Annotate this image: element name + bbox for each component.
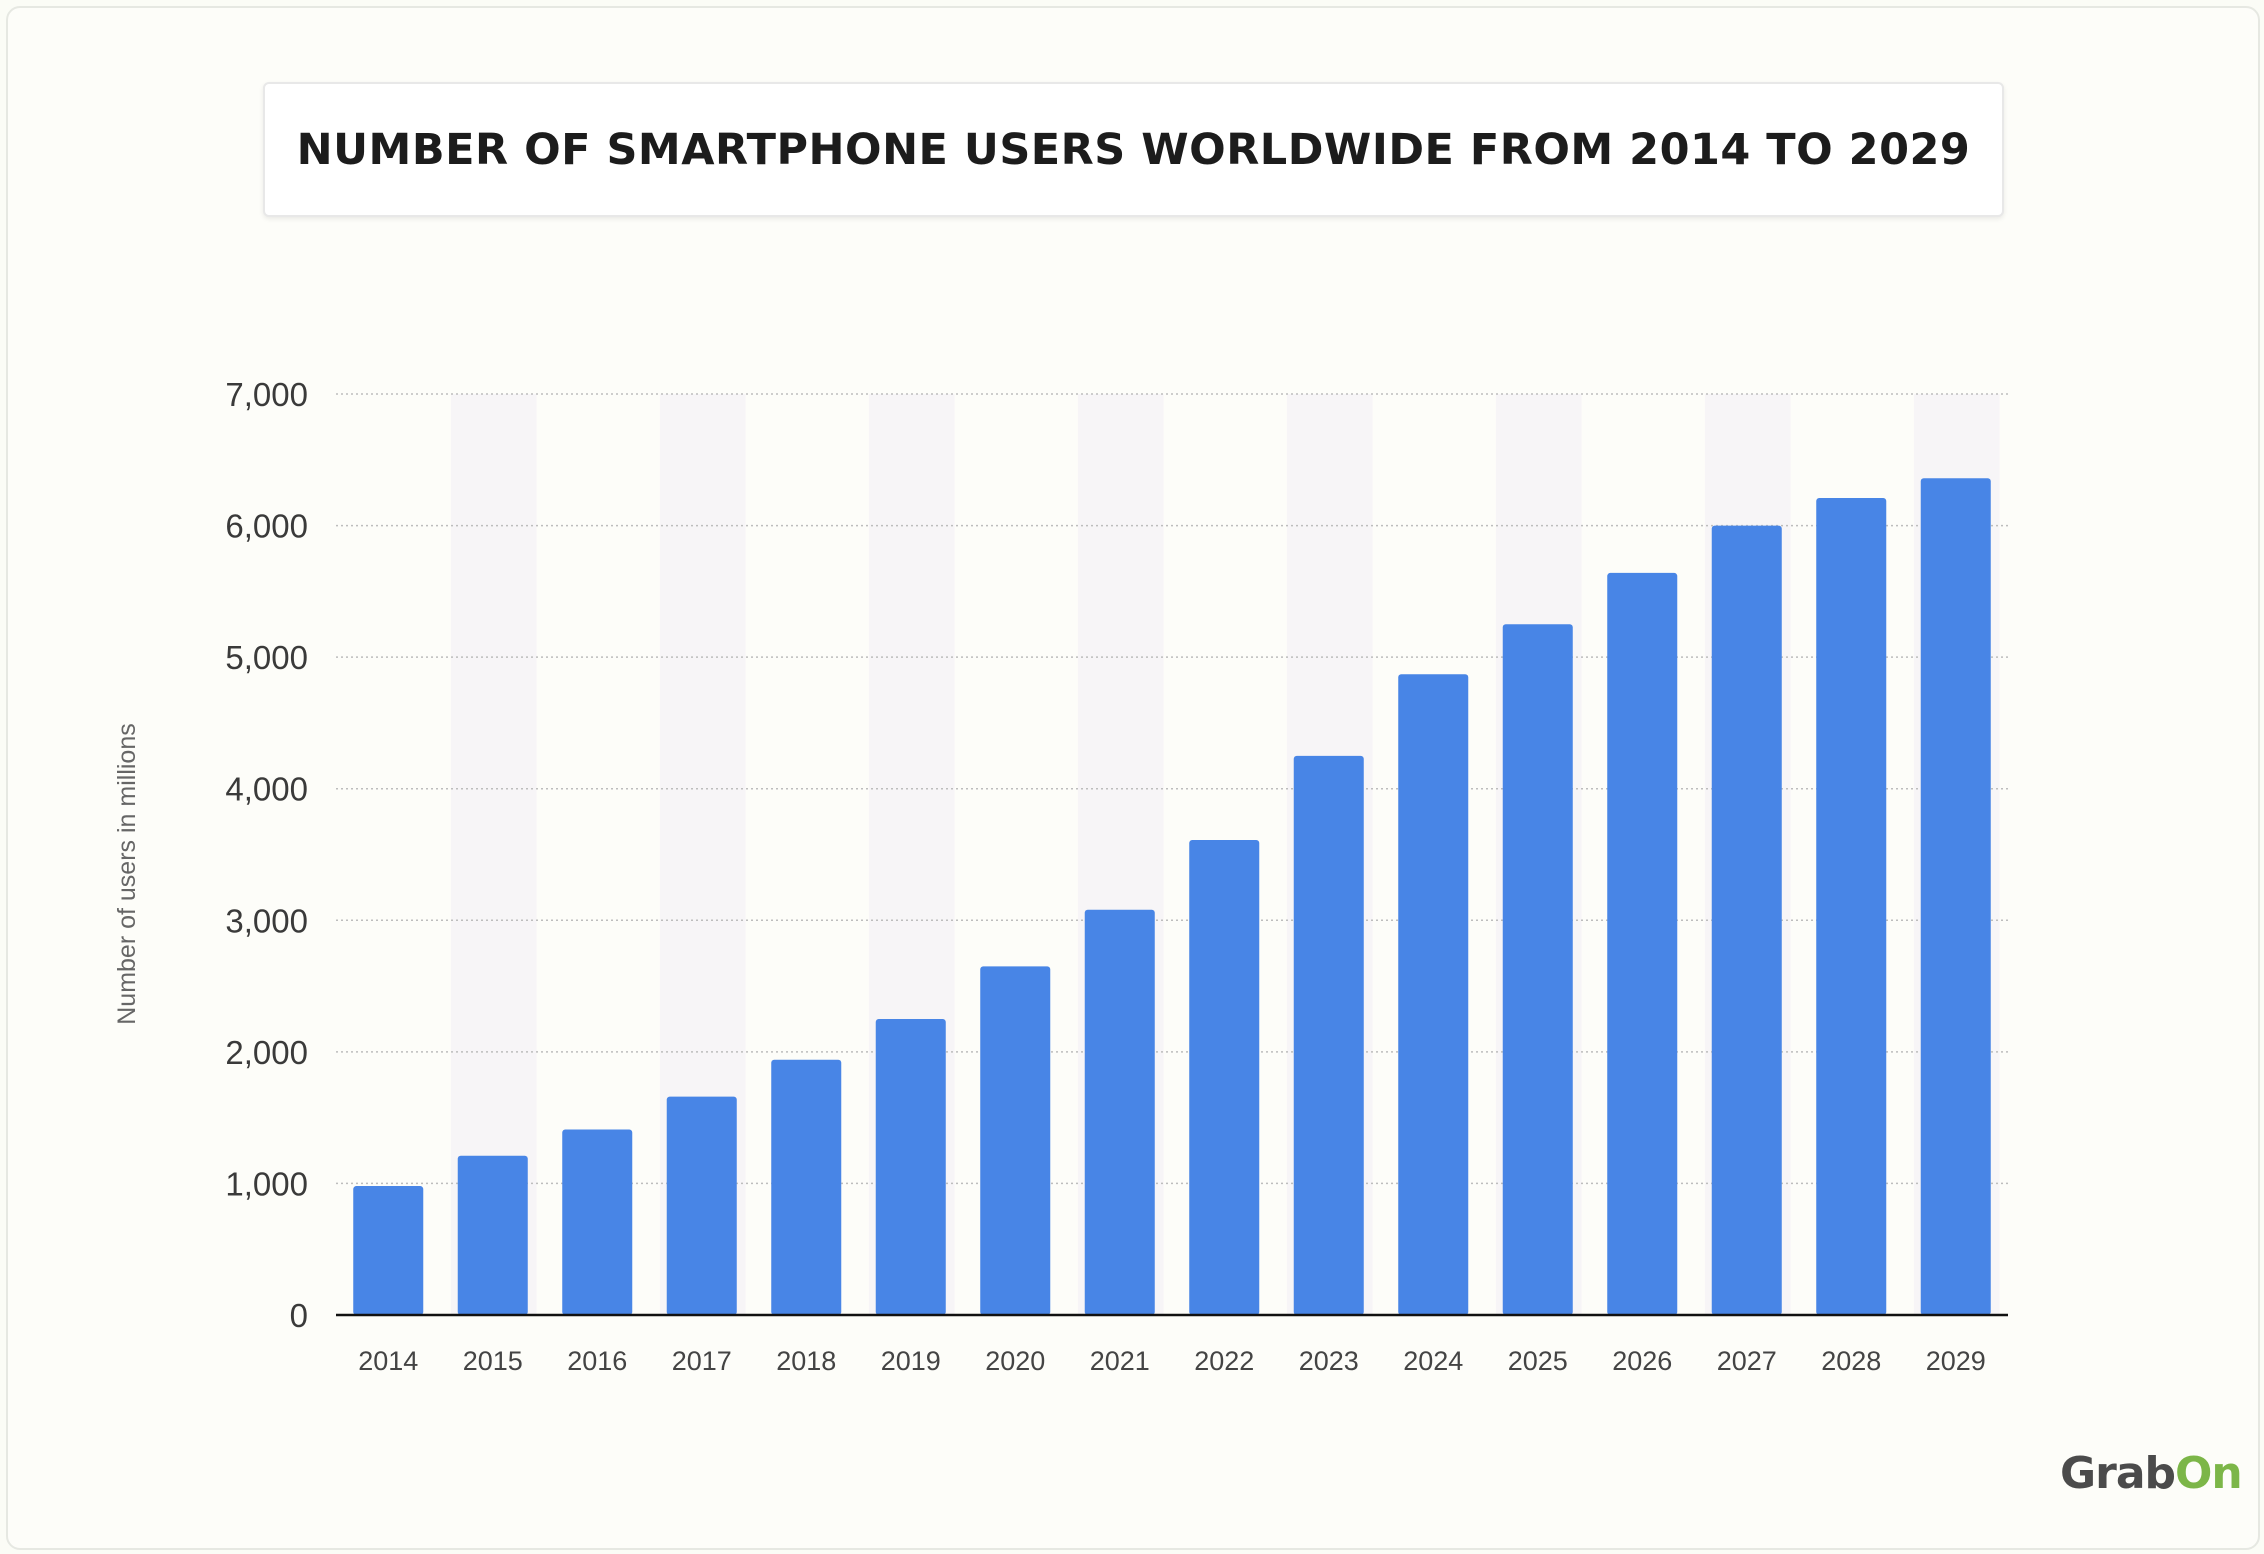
y-tick-label: 5,000: [225, 639, 308, 676]
y-tick-label: 7,000: [225, 376, 308, 413]
x-tick-label: 2029: [1926, 1346, 1986, 1376]
x-tick-label: 2028: [1821, 1346, 1881, 1376]
bar-2028: [1816, 497, 1887, 1316]
bar-2016: [562, 1129, 633, 1315]
y-tick-label: 0: [290, 1297, 308, 1334]
bar-2023: [1293, 755, 1364, 1315]
bar-2018: [771, 1059, 842, 1315]
y-tick-label: 3,000: [225, 902, 308, 939]
title-box: NUMBER OF SMARTPHONE USERS WORLDWIDE FRO…: [263, 82, 2004, 217]
logo-part1: Grab: [2060, 1448, 2176, 1499]
y-tick-label: 2,000: [225, 1034, 308, 1071]
y-axis-label: Number of users in millions: [113, 723, 141, 1025]
bar-2027: [1711, 525, 1782, 1315]
x-tick-label: 2021: [1090, 1346, 1150, 1376]
x-tick-label: 2016: [567, 1346, 627, 1376]
chart-title: NUMBER OF SMARTPHONE USERS WORLDWIDE FRO…: [296, 124, 1971, 175]
bar-2026: [1607, 572, 1678, 1315]
x-tick-label: 2015: [463, 1346, 523, 1376]
x-tick-label: 2027: [1717, 1346, 1777, 1376]
bar-2017: [666, 1096, 737, 1315]
y-tick-label: 4,000: [225, 771, 308, 808]
logo-part2: On: [2175, 1448, 2243, 1499]
grabon-logo: GrabOn: [2060, 1448, 2243, 1499]
x-tick-label: 2025: [1508, 1346, 1568, 1376]
bar-2015: [457, 1155, 528, 1315]
bar-2021: [1084, 909, 1155, 1315]
bar-2019: [875, 1018, 946, 1315]
x-tick-label: 2020: [985, 1346, 1045, 1376]
x-tick-label: 2019: [881, 1346, 941, 1376]
x-tick-label: 2023: [1299, 1346, 1359, 1376]
x-tick-label: 2026: [1612, 1346, 1672, 1376]
bar-2029: [1920, 478, 1991, 1316]
bar-2022: [1189, 840, 1260, 1315]
bar-2020: [980, 966, 1051, 1315]
y-tick-label: 1,000: [225, 1165, 308, 1202]
bar-2025: [1502, 624, 1573, 1315]
x-tick-label: 2014: [358, 1346, 418, 1376]
y-tick-label: 6,000: [225, 508, 308, 545]
x-tick-label: 2017: [672, 1346, 732, 1376]
x-tick-label: 2022: [1194, 1346, 1254, 1376]
x-tick-label: 2018: [776, 1346, 836, 1376]
bar-2014: [353, 1186, 424, 1315]
x-tick-label: 2024: [1403, 1346, 1463, 1376]
bar-2024: [1398, 674, 1469, 1315]
